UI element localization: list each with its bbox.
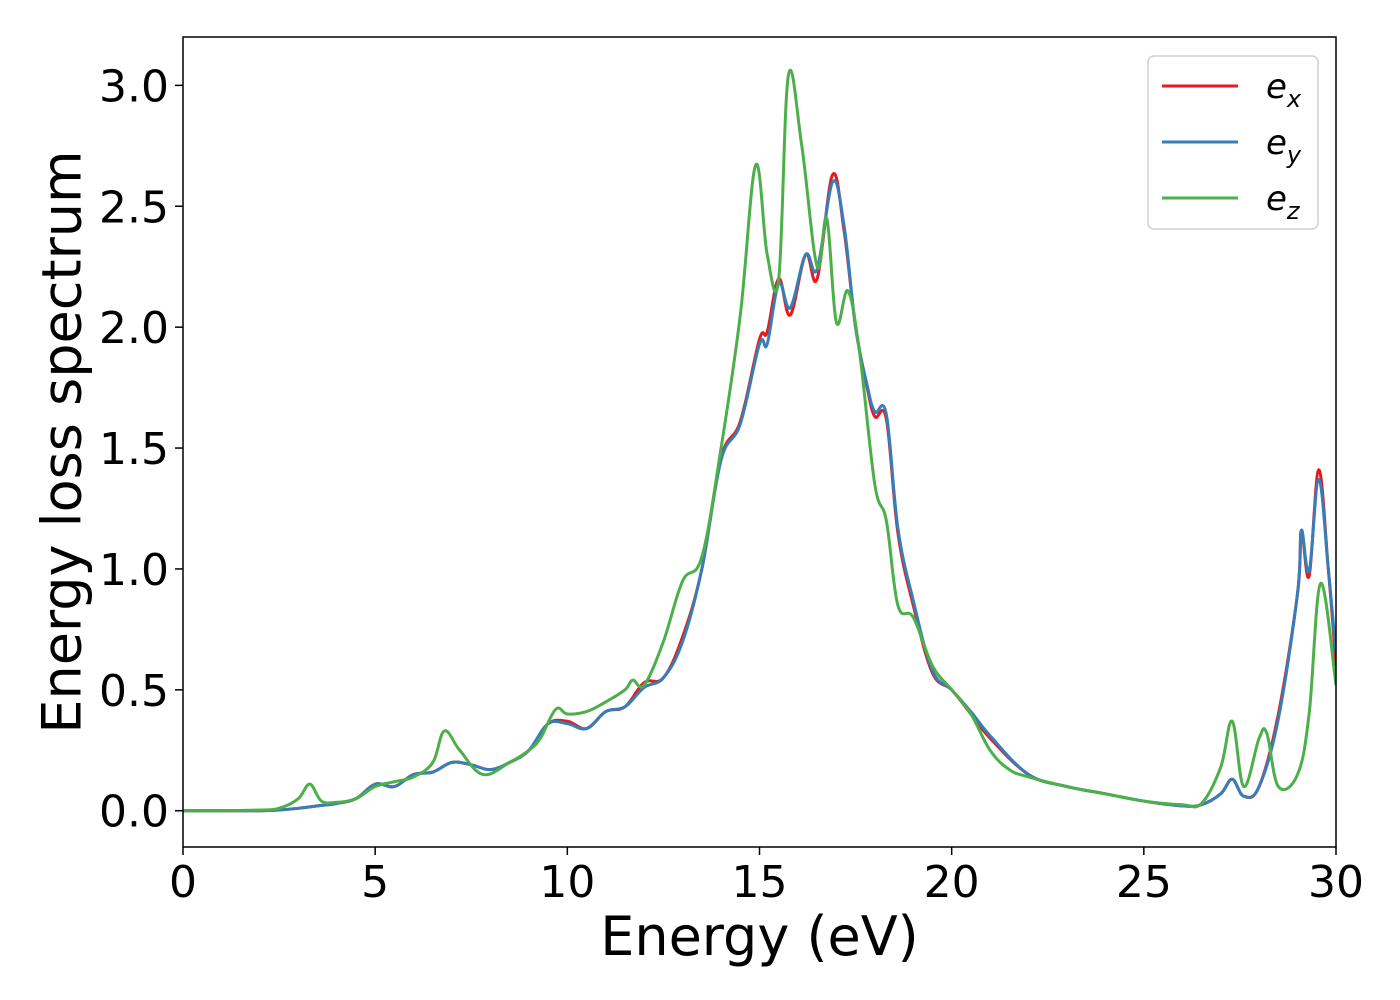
x-tick-label: 0 [169, 857, 197, 908]
x-tick-label: 20 [924, 857, 980, 908]
y-tick-label: 2.0 [99, 303, 169, 354]
y-tick-label: 0.0 [99, 787, 169, 838]
legend-label-subscript: z [1286, 197, 1301, 225]
y-tick-label: 3.0 [99, 61, 169, 112]
x-tick-label: 25 [1116, 857, 1172, 908]
series-layer [183, 68, 1336, 813]
x-tick-label: 15 [732, 857, 788, 908]
series-line-e-x [183, 172, 1336, 813]
y-tick-label: 1.5 [99, 424, 169, 475]
y-tick-label: 0.5 [99, 666, 169, 717]
x-tick-label: 30 [1308, 857, 1364, 908]
y-tick-label: 2.5 [99, 182, 169, 233]
y-axis-label: Energy loss spectrum [31, 150, 94, 733]
series-line-e-y [183, 179, 1336, 813]
legend-label-subscript: y [1286, 141, 1302, 169]
x-axis-label: Energy (eV) [600, 905, 919, 968]
legend-label-subscript: x [1286, 85, 1302, 113]
y-tick-label: 1.0 [99, 545, 169, 596]
x-tick-label: 10 [539, 857, 595, 908]
x-tick-label: 5 [361, 857, 389, 908]
series-line-e-z [183, 68, 1336, 813]
ticks-layer: 0 5 10 15 20 25 30 0.0 0.5 1.0 1.5 2.0 2.5 3.0 [99, 61, 1364, 908]
